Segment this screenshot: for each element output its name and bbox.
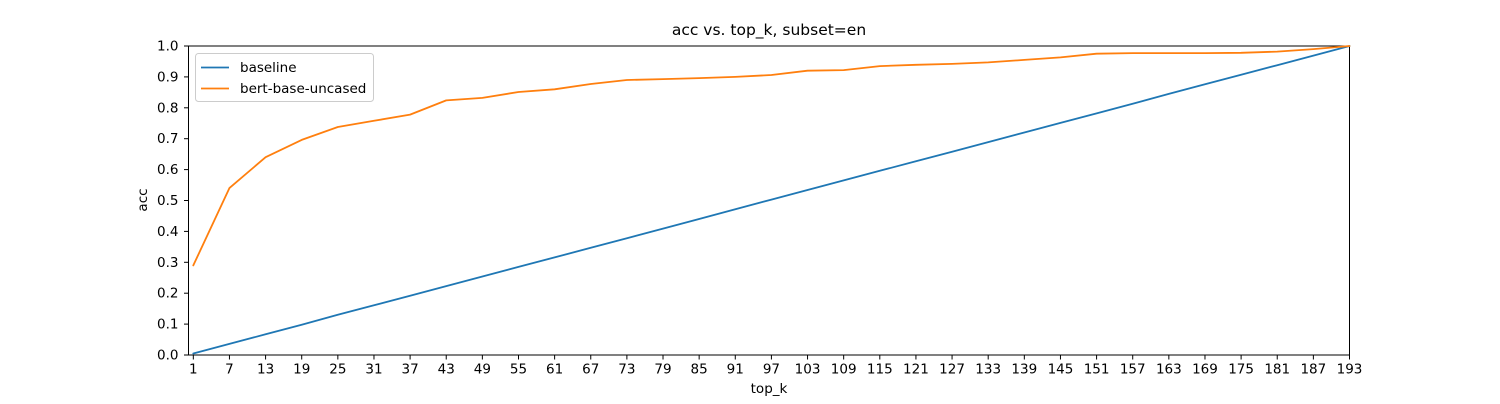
x-tick-label: 25 — [329, 362, 346, 378]
x-tick-label: 13 — [257, 362, 274, 378]
x-tick-label: 175 — [1228, 362, 1254, 378]
x-tick-label: 7 — [225, 362, 234, 378]
y-tick-label: 0.3 — [157, 255, 178, 271]
x-tick-label: 19 — [293, 362, 310, 378]
x-tick-label: 139 — [1011, 362, 1037, 378]
series-line-bert-base-uncased — [192, 45, 1351, 267]
x-tick-label: 193 — [1337, 362, 1363, 378]
y-tick-label: 0.6 — [157, 162, 178, 178]
x-tick-label: 157 — [1120, 362, 1146, 378]
plot-area: 1 7 13 19 25 31 37 43 49 55 61 67 73 79 85 91 97 103 109 11… — [157, 39, 1362, 378]
x-tick-label: 133 — [975, 362, 1001, 378]
x-tick-label: 97 — [763, 362, 780, 378]
y-tick-label: 0.9 — [157, 69, 178, 85]
x-tick-label: 73 — [618, 362, 635, 378]
y-tick-label: 0.5 — [157, 193, 178, 209]
x-tick-label: 181 — [1264, 362, 1290, 378]
x-tick-label: 67 — [582, 362, 599, 378]
x-tick-label: 79 — [654, 362, 671, 378]
series-line-baseline — [192, 45, 1351, 355]
y-axis-label: acc — [135, 188, 151, 211]
y-tick-label: 0.1 — [157, 317, 178, 333]
x-tick-label: 127 — [939, 362, 965, 378]
x-tick-label: 151 — [1084, 362, 1110, 378]
x-tick-label: 169 — [1192, 362, 1218, 378]
legend-label-bert-base-uncased: bert-base-uncased — [240, 81, 366, 97]
legend-frame — [195, 53, 374, 102]
x-tick-label: 109 — [831, 362, 857, 378]
x-tick-label: 121 — [903, 362, 929, 378]
y-tick-label: 0.7 — [157, 131, 178, 147]
x-axis-label: top_k — [751, 381, 788, 397]
legend: baseline bert-base-uncased — [195, 53, 374, 102]
x-tick-label: 37 — [402, 362, 419, 378]
y-tick-label: 0.8 — [157, 100, 178, 116]
x-tick-label: 145 — [1048, 362, 1074, 378]
y-tick-label: 0.4 — [157, 224, 178, 240]
x-tick-label: 163 — [1156, 362, 1182, 378]
x-tick-label: 91 — [727, 362, 744, 378]
x-tick-label: 187 — [1300, 362, 1326, 378]
y-tick-label: 0.2 — [157, 286, 178, 302]
chart-title: acc vs. top_k, subset=en — [672, 21, 866, 40]
y-tick-label: 1.0 — [157, 39, 178, 55]
x-tick-label: 49 — [474, 362, 491, 378]
legend-label-baseline: baseline — [240, 60, 297, 76]
x-tick-label: 115 — [867, 362, 893, 378]
x-tick-label: 43 — [438, 362, 455, 378]
x-tick-label: 31 — [365, 362, 382, 378]
x-tick-label: 61 — [546, 362, 563, 378]
x-tick-label: 85 — [691, 362, 708, 378]
x-tick-label: 103 — [795, 362, 821, 378]
x-tick-label: 55 — [510, 362, 527, 378]
x-tick-label: 1 — [189, 362, 198, 378]
y-tick-label: 0.0 — [157, 348, 178, 364]
